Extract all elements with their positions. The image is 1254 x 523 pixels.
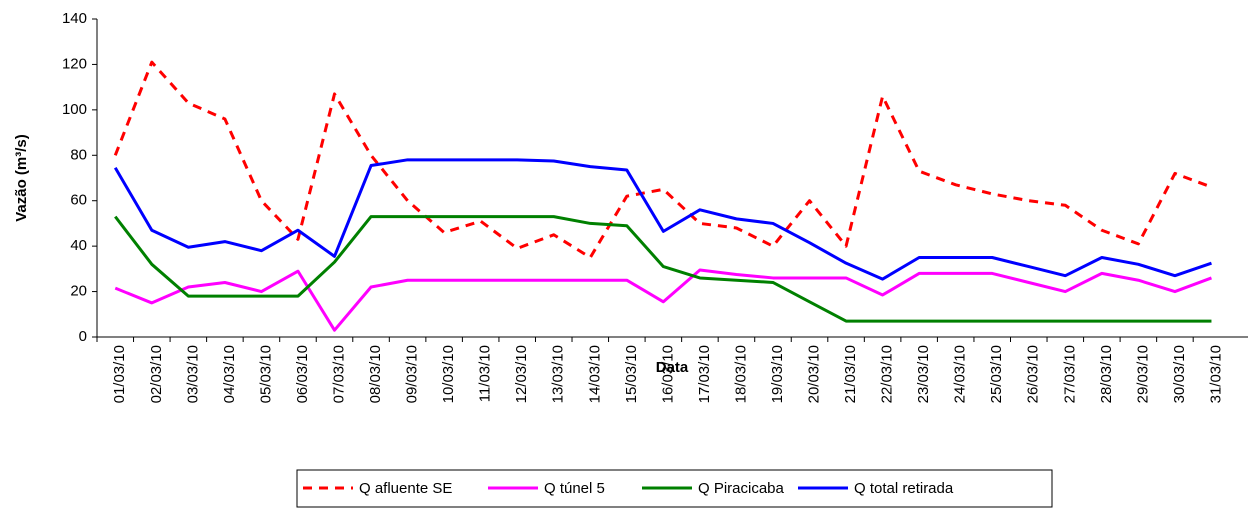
x-tick-label: 14/03/10: [586, 345, 603, 403]
x-tick-label: 13/03/10: [550, 345, 567, 403]
x-tick-label: 28/03/10: [1098, 345, 1115, 403]
legend-label: Q afluente SE: [359, 480, 452, 497]
x-tick-label: 19/03/10: [769, 345, 786, 403]
x-tick-label: 24/03/10: [952, 345, 969, 403]
series-line: [113, 158, 1212, 281]
x-tick-label: 06/03/10: [294, 345, 311, 403]
x-tick-label: 31/03/10: [1207, 345, 1224, 403]
y-tick-label: 40: [70, 237, 87, 254]
series-line: [114, 215, 1212, 323]
y-tick-label: 120: [62, 55, 87, 72]
y-tick-label: 20: [70, 283, 87, 300]
y-tick-label: 100: [62, 101, 87, 118]
x-tick-label: 27/03/10: [1061, 345, 1078, 403]
y-tick-label: 80: [70, 146, 87, 163]
x-tick-label: 30/03/10: [1171, 345, 1188, 403]
x-tick-label: 02/03/10: [148, 345, 165, 403]
x-tick-label: 17/03/10: [696, 345, 713, 403]
legend-label: Q túnel 5: [544, 480, 605, 497]
x-tick-label: 10/03/10: [440, 345, 457, 403]
y-axis-title: Vazão (m³/s): [13, 134, 30, 222]
x-tick-label: 22/03/10: [879, 345, 896, 403]
x-axis-title: Data: [656, 359, 689, 376]
x-tick-label: 11/03/10: [477, 345, 494, 402]
x-tick-label: 08/03/10: [367, 345, 384, 403]
x-tick-label: 09/03/10: [404, 345, 421, 403]
x-tick-label: 03/03/10: [184, 345, 201, 403]
x-tick-label: 16/03/10: [659, 345, 676, 403]
legend-label: Q Piracicaba: [698, 480, 785, 497]
x-tick-label: 26/03/10: [1025, 345, 1042, 403]
series-line: [114, 268, 1212, 332]
x-tick-label: 21/03/10: [842, 345, 859, 403]
x-tick-label: 23/03/10: [915, 345, 932, 403]
y-tick-label: 140: [62, 10, 87, 27]
y-tick-label: 0: [79, 328, 87, 345]
x-tick-label: 07/03/10: [330, 345, 347, 403]
x-tick-label: 15/03/10: [623, 345, 640, 403]
legend-box: [296, 469, 1053, 508]
x-tick-label: 01/03/10: [111, 345, 128, 403]
x-tick-label: 18/03/10: [732, 345, 749, 403]
x-tick-label: 20/03/10: [805, 345, 822, 403]
y-tick-label: 60: [70, 192, 87, 209]
x-tick-label: 05/03/10: [257, 345, 274, 403]
x-tick-label: 25/03/10: [988, 345, 1005, 403]
x-tick-label: 29/03/10: [1134, 345, 1151, 403]
legend-label: Q total retirada: [854, 480, 954, 497]
x-tick-label: 04/03/10: [221, 345, 238, 403]
series-line: [113, 60, 1212, 259]
x-tick-label: 12/03/10: [513, 345, 530, 403]
